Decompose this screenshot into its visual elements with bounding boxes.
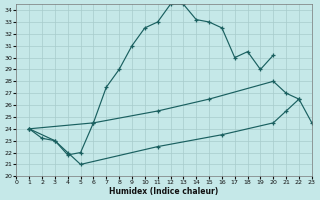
X-axis label: Humidex (Indice chaleur): Humidex (Indice chaleur) — [109, 187, 219, 196]
